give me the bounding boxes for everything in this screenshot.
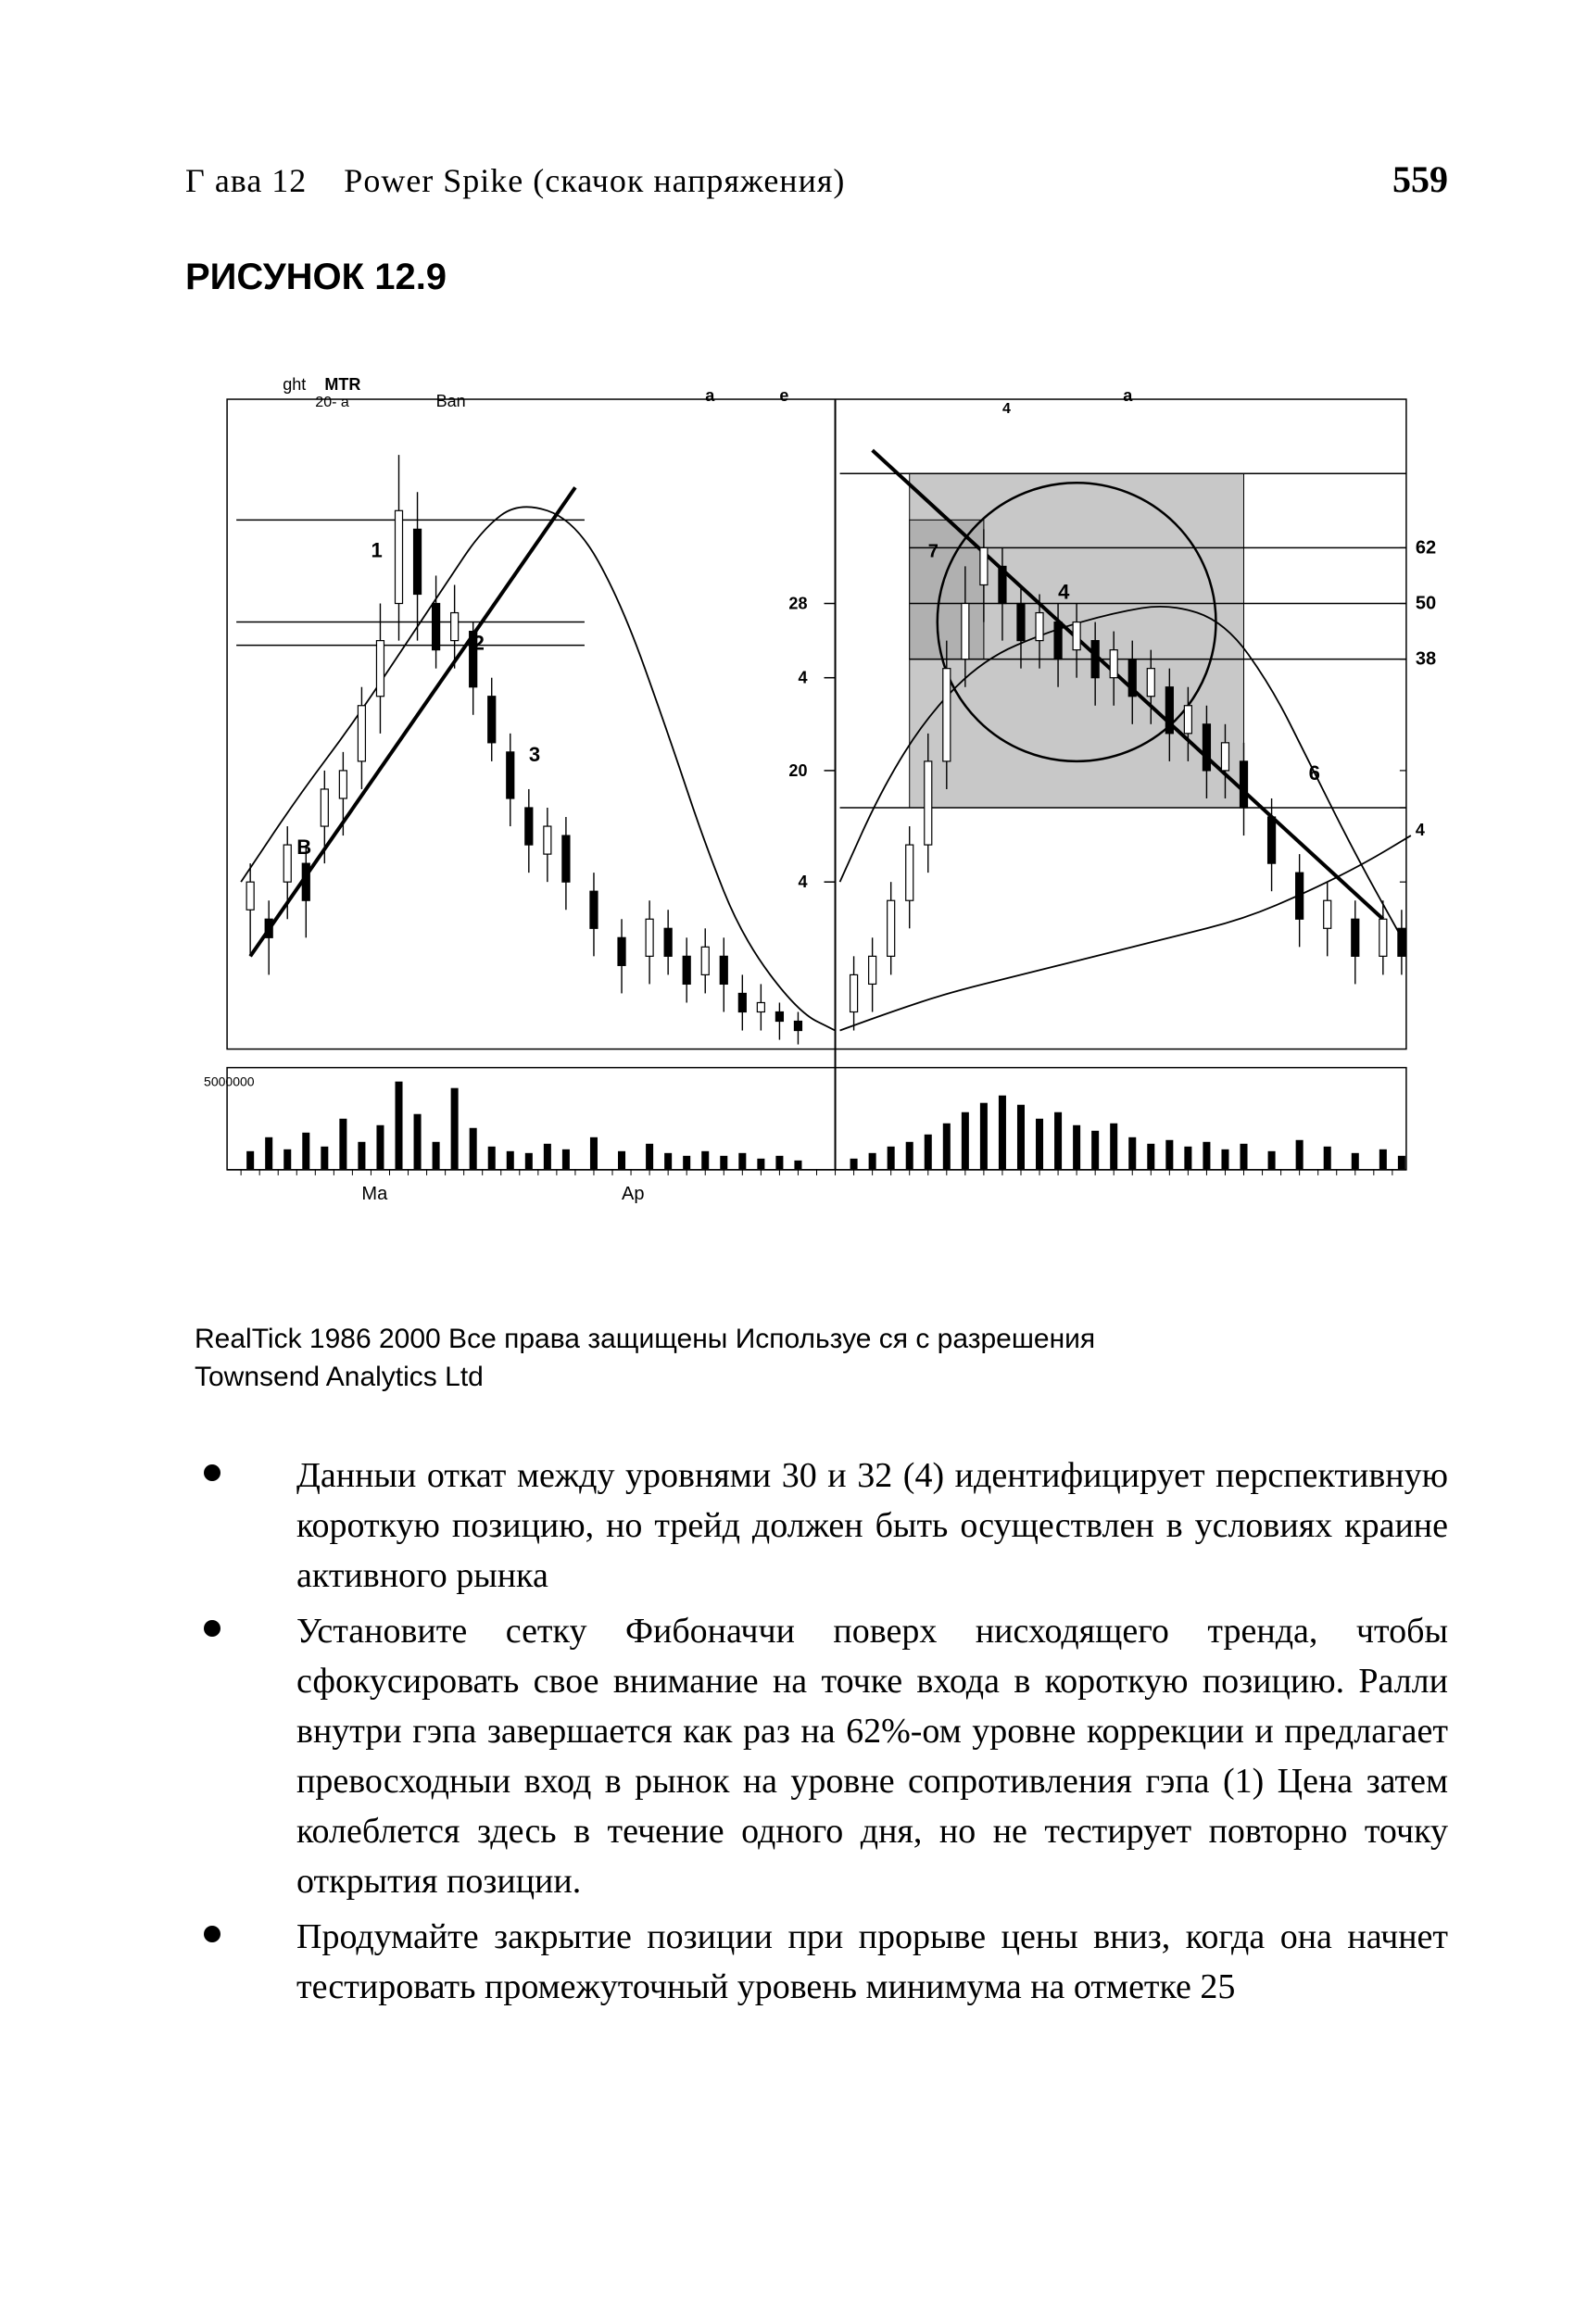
svg-text:Ap: Ap [622, 1184, 645, 1204]
page-number: 559 [1392, 157, 1448, 201]
svg-text:6: 6 [1309, 761, 1320, 785]
page: Г ава 12 Power Spike (скачок напряжения)… [0, 0, 1587, 2324]
chapter-title: Power Spike (скачок напряжения) [344, 162, 845, 199]
svg-text:e: e [779, 386, 788, 405]
svg-text:4: 4 [798, 669, 807, 687]
figure-chart: 62 50 38 28 4 20 4 4 1 2 3 B 4 6 7 ght MTR20- a Ban a e a 4 50… [185, 308, 1448, 1308]
body-list: Данныи откат между уровнями 30 и 32 (4) … [185, 1451, 1448, 2012]
svg-text:4: 4 [1058, 581, 1070, 604]
bullet-item: Данныи откат между уровнями 30 и 32 (4) … [185, 1451, 1448, 1602]
svg-text:a: a [1123, 386, 1133, 405]
bullet-item: Продумайте закрытие позиции при прорыве … [185, 1913, 1448, 2013]
svg-text:38: 38 [1416, 649, 1436, 670]
svg-text:4: 4 [1002, 400, 1011, 417]
caption-line-1: RealTick 1986 2000 Все права защищены Ис… [195, 1324, 1095, 1354]
svg-text:28: 28 [788, 595, 807, 613]
chapter-heading: Г ава 12 Power Spike (скачок напряжения) [185, 161, 845, 200]
svg-text:5000000: 5000000 [204, 1074, 255, 1089]
svg-text:B: B [296, 835, 311, 859]
figure-caption: RealTick 1986 2000 Все права защищены Ис… [185, 1321, 1448, 1396]
svg-text:3: 3 [529, 743, 540, 766]
page-header: Г ава 12 Power Spike (скачок напряжения)… [185, 157, 1448, 201]
chapter-label: Г ава 12 [185, 162, 307, 199]
svg-text:4: 4 [1416, 821, 1425, 839]
caption-line-2: Townsend Analytics Ltd [195, 1362, 484, 1392]
svg-text:2: 2 [473, 632, 485, 655]
svg-text:MTR: MTR [324, 375, 360, 394]
svg-text:50: 50 [1416, 594, 1436, 614]
svg-text:20- a: 20- a [315, 394, 349, 410]
svg-text:ght: ght [283, 375, 306, 394]
svg-text:Ban: Ban [436, 392, 466, 410]
svg-text:62: 62 [1416, 537, 1436, 558]
svg-text:4: 4 [798, 873, 807, 891]
svg-text:Ma: Ma [361, 1184, 388, 1204]
bullet-item: Установите сетку Фибоначчи поверх нисход… [185, 1607, 1448, 1907]
svg-text:7: 7 [928, 541, 938, 561]
svg-text:a: a [705, 386, 715, 405]
svg-text:20: 20 [788, 761, 807, 780]
figure-title: РИСУНОК 12.9 [185, 257, 1448, 298]
svg-text:1: 1 [371, 538, 382, 561]
